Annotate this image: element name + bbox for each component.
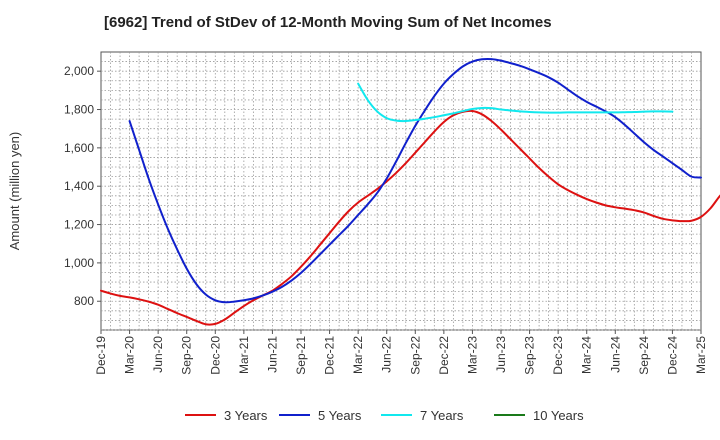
y-tick-label: 800	[74, 294, 94, 308]
x-tick-label: Dec-21	[323, 336, 337, 375]
x-tick-label: Jun-24	[608, 336, 622, 373]
x-tick-label: Dec-23	[551, 336, 565, 375]
series-lines	[100, 57, 720, 326]
x-tick-label: Jun-23	[494, 336, 508, 373]
chart-title: [6962] Trend of StDev of 12-Month Moving…	[104, 14, 552, 31]
x-tick-label: Sep-24	[637, 336, 651, 375]
legend-label-5-years: 5 Years	[318, 408, 362, 423]
series-line-3-years	[100, 109, 720, 326]
x-tick-label: Dec-22	[437, 336, 451, 375]
x-tick-label: Sep-22	[408, 336, 422, 375]
y-tick-label: 2,000	[64, 64, 94, 78]
x-tick-label: Mar-21	[237, 336, 251, 374]
x-tick-label: Mar-22	[351, 336, 365, 374]
x-tick-label: Sep-21	[294, 336, 308, 375]
y-tick-label: 1,400	[64, 179, 94, 193]
y-axis-label: Amount (million yen)	[7, 132, 22, 251]
x-tick-label: Dec-24	[665, 336, 679, 375]
x-tick-label: Sep-23	[523, 336, 537, 375]
y-tick-label: 1,200	[64, 218, 94, 232]
y-tick-label: 1,800	[64, 103, 94, 117]
y-tick-label: 1,600	[64, 141, 94, 155]
legend-label-7-years: 7 Years	[420, 408, 464, 423]
legend: 3 Years 5 Years 7 Years 10 Years	[185, 408, 584, 423]
x-tick-label: Mar-23	[465, 336, 479, 374]
y-tick-label: 1,000	[64, 256, 94, 270]
legend-label-10-years: 10 Years	[533, 408, 584, 423]
x-tick-label: Dec-19	[94, 336, 108, 375]
x-tick-label: Jun-22	[380, 336, 394, 373]
series-line-7-years	[357, 82, 674, 123]
plot-area	[100, 51, 702, 331]
x-tick-label: Mar-25	[694, 336, 708, 374]
x-tick-label: Mar-24	[580, 336, 594, 374]
x-axis-ticks: Dec-19 Mar-20 Jun-20 Sep-20 Dec-20 Mar-21 Jun-…	[94, 330, 708, 375]
legend-label-3-years: 3 Years	[224, 408, 268, 423]
y-axis-ticks: 800 1,000 1,200 1,400 1,600 1,800 2,000	[64, 64, 101, 308]
x-tick-label: Dec-20	[208, 336, 222, 375]
x-tick-label: Jun-21	[265, 336, 279, 373]
x-tick-label: Jun-20	[151, 336, 165, 373]
x-tick-label: Sep-20	[180, 336, 194, 375]
x-tick-label: Mar-20	[123, 336, 137, 374]
